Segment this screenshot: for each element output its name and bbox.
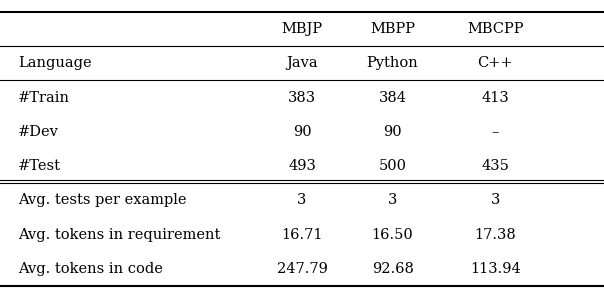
Text: –: –: [492, 125, 499, 139]
Text: 17.38: 17.38: [474, 228, 516, 242]
Text: Language: Language: [18, 56, 92, 70]
Text: #Dev: #Dev: [18, 125, 59, 139]
Text: 113.94: 113.94: [470, 262, 521, 276]
Text: 90: 90: [293, 125, 311, 139]
Text: 384: 384: [379, 91, 406, 105]
Text: Java: Java: [286, 56, 318, 70]
Text: 3: 3: [388, 193, 397, 207]
Text: MBCPP: MBCPP: [467, 22, 524, 36]
Text: Avg. tokens in code: Avg. tokens in code: [18, 262, 163, 276]
Text: 383: 383: [288, 91, 316, 105]
Text: 3: 3: [297, 193, 307, 207]
Text: Python: Python: [367, 56, 419, 70]
Text: 435: 435: [481, 159, 509, 173]
Text: #Train: #Train: [18, 91, 70, 105]
Text: 493: 493: [288, 159, 316, 173]
Text: Avg. tokens in requirement: Avg. tokens in requirement: [18, 228, 220, 242]
Text: 500: 500: [379, 159, 406, 173]
Text: 3: 3: [490, 193, 500, 207]
Text: C++: C++: [478, 56, 513, 70]
Text: 92.68: 92.68: [371, 262, 414, 276]
Text: 16.71: 16.71: [281, 228, 323, 242]
Text: #Test: #Test: [18, 159, 61, 173]
Text: 247.79: 247.79: [277, 262, 327, 276]
Text: 413: 413: [481, 91, 509, 105]
Text: 90: 90: [384, 125, 402, 139]
Text: MBPP: MBPP: [370, 22, 415, 36]
Text: MBJP: MBJP: [281, 22, 323, 36]
Text: 16.50: 16.50: [371, 228, 414, 242]
Text: Avg. tests per example: Avg. tests per example: [18, 193, 187, 207]
